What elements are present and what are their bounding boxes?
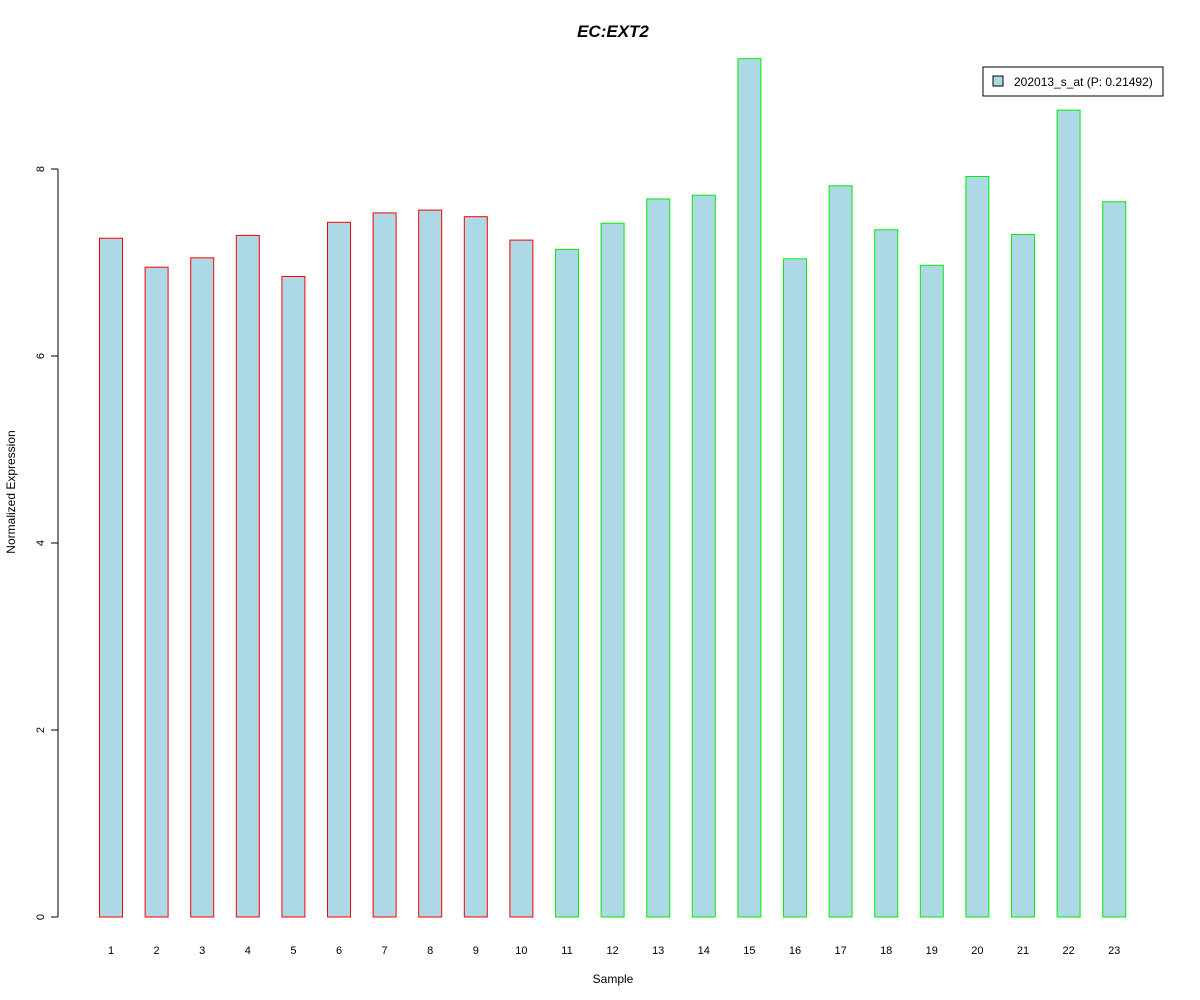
bar-sample-2 <box>144 266 169 918</box>
x-axis-title: Sample <box>593 972 634 986</box>
x-tick-label: 7 <box>382 945 388 957</box>
x-tick-label: 12 <box>606 945 618 957</box>
x-axis-tick-labels: 1 2 3 4 5 6 7 8 9 10 11 12 13 14 15 16 17 18 19 20 21 22 23 <box>108 945 1120 957</box>
bar-sample-22 <box>1056 109 1081 918</box>
x-tick-label: 4 <box>245 945 251 957</box>
bar-sample-9 <box>463 216 488 918</box>
legend-label: 202013_s_at (P: 0.21492) <box>1014 75 1153 89</box>
x-tick-label: 15 <box>743 945 755 957</box>
x-tick-label: 21 <box>1017 945 1029 957</box>
x-tick-label: 23 <box>1108 945 1120 957</box>
y-tick-label: 6 <box>35 353 47 359</box>
x-tick-label: 6 <box>336 945 342 957</box>
y-tick-label: 8 <box>35 166 47 172</box>
bar-sample-18 <box>874 229 899 918</box>
bar-sample-11 <box>555 248 579 918</box>
legend-swatch <box>992 75 1004 87</box>
x-tick-label: 11 <box>561 945 572 957</box>
bar-sample-1 <box>99 237 123 918</box>
x-tick-label: 17 <box>834 945 846 957</box>
bar-sample-16 <box>783 258 807 918</box>
bar-sample-20 <box>965 176 990 918</box>
bar-sample-15 <box>737 58 762 918</box>
legend-box <box>982 66 1164 97</box>
y-tick-label: 2 <box>35 727 47 733</box>
y-axis-title: Normalized Expression <box>4 430 18 553</box>
x-tick-label: 3 <box>199 945 205 957</box>
chart-title: EC:EXT2 <box>577 22 649 41</box>
y-tick-label: 4 <box>35 540 47 546</box>
x-tick-label: 8 <box>427 945 433 957</box>
bar-sample-3 <box>190 257 215 918</box>
bar-sample-5 <box>281 276 306 918</box>
x-tick-label: 22 <box>1062 945 1074 957</box>
bars <box>99 58 1127 918</box>
bar-sample-19 <box>919 264 944 918</box>
bar-sample-7 <box>372 212 397 918</box>
bar-sample-8 <box>418 209 443 918</box>
x-tick-label: 20 <box>971 945 983 957</box>
x-tick-label: 1 <box>108 945 114 957</box>
x-tick-label: 5 <box>290 945 296 957</box>
bar-sample-17 <box>828 185 853 918</box>
legend: 202013_s_at (P: 0.21492) <box>982 66 1164 97</box>
x-tick-label: 10 <box>515 945 527 957</box>
x-tick-label: 9 <box>473 945 479 957</box>
bar-sample-6 <box>327 221 351 918</box>
y-tick-label: 0 <box>35 914 47 920</box>
x-tick-label: 2 <box>154 945 160 957</box>
bar-sample-14 <box>691 194 716 918</box>
bar-sample-10 <box>509 239 534 918</box>
x-tick-label: 16 <box>789 945 801 957</box>
bar-sample-4 <box>235 234 260 918</box>
x-tick-label: 14 <box>698 945 710 957</box>
bar-sample-23 <box>1102 201 1127 918</box>
y-axis: 0 2 4 6 8 <box>35 166 59 920</box>
x-tick-label: 18 <box>880 945 892 957</box>
x-tick-label: 13 <box>652 945 664 957</box>
bar-sample-13 <box>646 198 671 918</box>
x-tick-label: 19 <box>926 945 938 957</box>
bar-sample-21 <box>1011 234 1035 918</box>
bar-sample-12 <box>600 222 625 918</box>
